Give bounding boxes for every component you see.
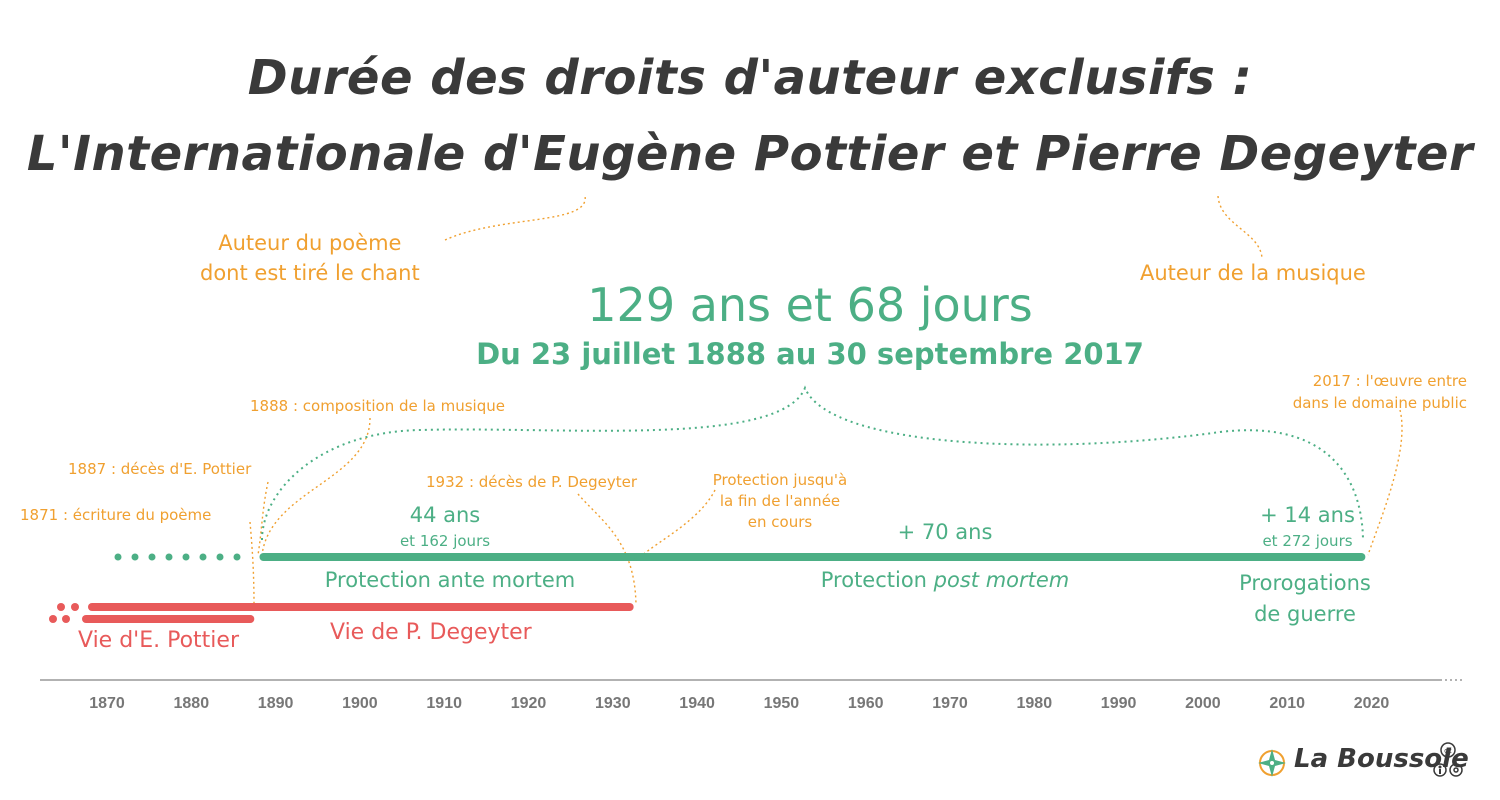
leader-poem-author <box>444 195 586 241</box>
leader-music-author <box>1217 195 1263 259</box>
post-label: Protection post mortem <box>740 568 1150 592</box>
protection-note-line2: la fin de l'année <box>719 492 841 510</box>
axis-tick-label: 1940 <box>679 695 715 712</box>
poem-author-line1: Auteur du poème <box>218 231 402 255</box>
degeyter-life-dot <box>57 603 65 611</box>
svg-text:cc: cc <box>1444 747 1452 755</box>
degeyter-life-label: Vie de P. Degeyter <box>330 620 532 645</box>
event-1932: 1932 : décès de P. Degeyter <box>426 473 638 491</box>
axis-tick-label: 1890 <box>258 695 294 712</box>
axis-tick-label: 2000 <box>1185 695 1221 712</box>
pre-protection-dot <box>182 553 190 561</box>
pre-protection-dot <box>216 553 224 561</box>
event-1887: 1887 : décès d'E. Pottier <box>68 460 252 478</box>
axis-tick-label: 1900 <box>342 695 378 712</box>
event-1888: 1888 : composition de la musique <box>250 397 505 415</box>
event-2017-line1: 2017 : l'œuvre entre <box>1312 372 1467 390</box>
war-duration-small: et 272 jours <box>1262 532 1353 550</box>
pottier-life-dot <box>49 615 57 623</box>
war-label-line2: de guerre <box>1254 602 1356 626</box>
music-author-label: Auteur de la musique <box>1140 261 1366 285</box>
event-2017-line2: dans le domaine public <box>1292 394 1467 412</box>
ante-label: Protection ante mortem <box>324 568 576 592</box>
axis-tick-label: 1980 <box>1017 695 1053 712</box>
post-duration-big: + 70 ans <box>897 520 993 544</box>
leader-1888 <box>261 417 371 556</box>
pottier-life-dot <box>62 615 70 623</box>
title-line-2: L'Internationale d'Eugène Pottier et Pie… <box>26 126 1474 182</box>
leader-1871 <box>249 521 255 606</box>
pre-protection-dot <box>165 553 173 561</box>
title-line-1: Durée des droits d'auteur exclusifs : <box>247 50 1253 106</box>
pre-protection-dot <box>131 553 139 561</box>
post-label-em: post mortem <box>933 568 1070 592</box>
leader-lines <box>249 195 1403 606</box>
pre-protection-dot <box>233 553 241 561</box>
date-range: Du 23 juillet 1888 au 30 septembre 2017 <box>476 337 1144 371</box>
axis-tick-label: 1950 <box>764 695 800 712</box>
pottier-life-dots <box>49 615 70 623</box>
total-brace <box>261 385 1364 541</box>
axis-tick-label: 1910 <box>426 695 462 712</box>
axis-tick-label: 2020 <box>1354 695 1390 712</box>
axis-tick-label: 1970 <box>932 695 968 712</box>
pre-protection-dot <box>114 553 122 561</box>
brand-logo-text: La Boussole <box>1294 744 1469 774</box>
war-duration-big: + 14 ans <box>1260 503 1355 527</box>
war-label: Prorogations de guerre <box>1210 568 1400 630</box>
axis-tick-label: 1930 <box>595 695 631 712</box>
axis-tick-label: 1920 <box>511 695 547 712</box>
pre-protection-dot <box>148 553 156 561</box>
war-label-line1: Prorogations <box>1239 571 1371 595</box>
poem-author-label: Auteur du poème dont est tiré le chant <box>200 228 420 288</box>
degeyter-life-dot <box>71 603 79 611</box>
cc-by-icon: cc <box>1433 742 1463 777</box>
degeyter-life-dots <box>57 603 79 611</box>
axis-ticks: 1870 1880 1890 1900 1910 1920 1930 1940 1950 1960… <box>89 695 1389 712</box>
leader-1887 <box>257 481 269 556</box>
poem-author-line2: dont est tiré le chant <box>200 261 420 285</box>
event-2017: 2017 : l'œuvre entre dans le domaine pub… <box>1262 370 1467 414</box>
ante-duration-small: et 162 jours <box>399 532 491 550</box>
event-1871: 1871 : écriture du poème <box>20 506 212 524</box>
protection-note-line1: Protection jusqu'à <box>712 471 848 489</box>
axis-tick-label: 1870 <box>89 695 125 712</box>
pre-protection-dot <box>199 553 207 561</box>
axis-tick-label: 1990 <box>1101 695 1137 712</box>
axis-tick-label: 1960 <box>848 695 884 712</box>
protection-note: Protection jusqu'à la fin de l'année en … <box>690 470 870 533</box>
leader-protection <box>639 489 716 558</box>
axis-tick-label: 2010 <box>1269 695 1305 712</box>
compass-icon <box>1258 749 1286 777</box>
poem-to-music-dots <box>114 553 241 561</box>
protection-note-line3: en cours <box>747 513 813 531</box>
leader-2017 <box>1367 409 1403 556</box>
ante-duration-big: 44 ans <box>409 503 481 527</box>
post-label-prefix: Protection <box>820 568 934 592</box>
axis-tick-label: 1880 <box>174 695 210 712</box>
leader-1932 <box>577 493 637 606</box>
pottier-life-label: Vie d'E. Pottier <box>78 628 239 653</box>
duration-total: 129 ans et 68 jours <box>587 278 1033 332</box>
